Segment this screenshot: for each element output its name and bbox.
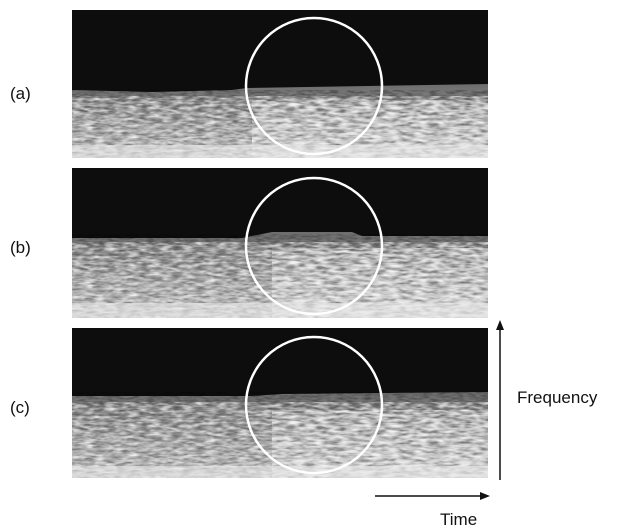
spectrogram-panel-b: [72, 168, 488, 318]
time-axis-label: Time: [440, 510, 478, 529]
highlight-circle-b: [244, 176, 384, 316]
frequency-axis-label: Frequency: [517, 388, 598, 407]
frequency-arrow: [496, 320, 504, 480]
highlight-circle-c: [244, 335, 384, 475]
panel-label-b: (b): [10, 238, 31, 257]
time-arrow: [375, 492, 490, 500]
highlight-circle-a: [244, 16, 384, 156]
spectrogram-panel-c: [72, 328, 488, 478]
spectrogram-panel-a: [72, 10, 488, 160]
panel-label-c: (c): [10, 398, 30, 417]
panel-label-a: (a): [10, 84, 31, 103]
